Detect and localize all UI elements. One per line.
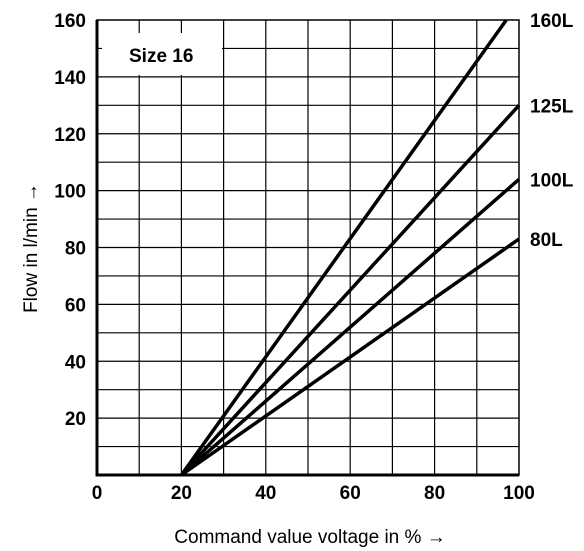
series-label-80L: 80L (530, 230, 563, 251)
y-tick-label: 20 (65, 409, 86, 430)
series-line-125L (180, 104, 521, 477)
y-tick-label: 80 (65, 239, 86, 260)
series-line-100L (180, 177, 521, 477)
x-tick-label: 20 (171, 483, 192, 504)
x-tick-label: 60 (340, 483, 361, 504)
tick-labels: 160L 125L 100L 80L 0 20 40 60 80 100 20 40 60 80 100 12… (54, 11, 573, 504)
series-lines (179, 18, 521, 477)
plot-frame (95, 19, 520, 477)
x-tick-label: 40 (255, 483, 276, 504)
series-label-100L: 100L (530, 170, 574, 191)
y-tick-label: 160 (54, 11, 86, 32)
x-axis-title: Command value voltage in % → (174, 527, 445, 548)
x-tick-label: 0 (92, 483, 103, 504)
x-tick-label: 100 (503, 483, 535, 504)
series-line-80L (180, 237, 521, 477)
annotation-size-label: Size 16 (129, 46, 193, 67)
series-line-160L (179, 18, 508, 477)
y-tick-label: 60 (65, 295, 86, 316)
y-tick-label: 100 (54, 182, 86, 203)
x-tick-label: 80 (424, 483, 445, 504)
series-label-160L: 160L (530, 11, 574, 32)
grid (97, 20, 519, 475)
y-tick-label: 120 (54, 125, 86, 146)
y-tick-label: 140 (54, 68, 86, 89)
annotation-background (102, 33, 222, 75)
y-tick-label: 40 (65, 352, 86, 373)
series-label-125L: 125L (530, 96, 574, 117)
y-axis-title: Flow in l/min → (21, 183, 42, 313)
